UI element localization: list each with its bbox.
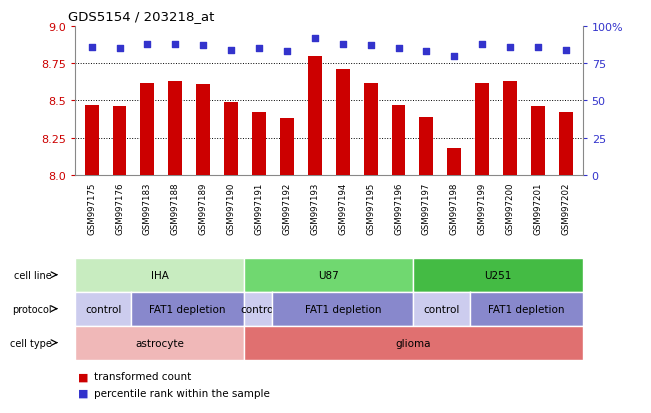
Point (337, 41, 348, 48)
Text: FAT1 depletion: FAT1 depletion (488, 304, 564, 314)
Text: GSM997183: GSM997183 (143, 182, 152, 235)
Point (226, 47, 236, 54)
Text: GSM997200: GSM997200 (506, 182, 514, 235)
Bar (419, 118, 434, 176)
Point (87, 44, 97, 51)
Text: percentile rank within the sample: percentile rank within the sample (94, 388, 270, 398)
Bar (280, 119, 294, 176)
Text: GSM997201: GSM997201 (534, 182, 542, 235)
Text: ■: ■ (78, 388, 89, 398)
Text: astrocyte: astrocyte (135, 338, 184, 348)
Text: GSM997198: GSM997198 (450, 182, 459, 235)
Text: control: control (85, 304, 121, 314)
Text: GSM997193: GSM997193 (311, 182, 319, 235)
Text: glioma: glioma (396, 338, 431, 348)
Point (282, 49, 292, 55)
Text: cell line: cell line (14, 270, 51, 280)
Text: GSM997188: GSM997188 (171, 182, 180, 235)
Point (393, 46, 404, 52)
Text: U251: U251 (484, 270, 512, 280)
Text: protocol: protocol (12, 304, 51, 314)
Point (421, 49, 432, 55)
Bar (447, 149, 462, 176)
Text: GSM997195: GSM997195 (366, 182, 375, 235)
Bar (559, 113, 573, 176)
Text: GSM997194: GSM997194 (339, 182, 347, 235)
Point (561, 47, 571, 54)
Point (365, 43, 376, 50)
Text: GSM997202: GSM997202 (561, 182, 570, 235)
Text: cell type: cell type (10, 338, 51, 348)
Point (505, 44, 516, 51)
Point (115, 46, 125, 52)
Bar (141, 83, 154, 176)
Point (198, 43, 208, 50)
Bar (308, 57, 322, 176)
Text: GSM997197: GSM997197 (422, 182, 431, 235)
Text: ■: ■ (78, 371, 89, 381)
Bar (113, 107, 126, 176)
Text: FAT1 depletion: FAT1 depletion (150, 304, 226, 314)
Point (170, 41, 180, 48)
Bar (169, 82, 182, 176)
Text: GSM997199: GSM997199 (478, 182, 487, 234)
Point (449, 53, 460, 60)
Bar (85, 106, 98, 176)
Bar (224, 103, 238, 176)
Text: GSM997189: GSM997189 (199, 182, 208, 235)
Text: control: control (240, 304, 277, 314)
Point (142, 41, 152, 48)
Bar (252, 113, 266, 176)
Bar (391, 106, 406, 176)
Point (533, 44, 543, 51)
Point (254, 46, 264, 52)
Point (310, 36, 320, 42)
Bar (336, 70, 350, 176)
Bar (364, 83, 378, 176)
Text: GDS5154 / 203218_at: GDS5154 / 203218_at (68, 10, 215, 23)
Text: GSM997192: GSM997192 (283, 182, 292, 235)
Text: control: control (423, 304, 460, 314)
Text: transformed count: transformed count (94, 371, 191, 381)
Text: GSM997196: GSM997196 (394, 182, 403, 235)
Bar (503, 82, 517, 176)
Bar (531, 107, 545, 176)
Text: IHA: IHA (150, 270, 169, 280)
Text: FAT1 depletion: FAT1 depletion (305, 304, 381, 314)
Text: GSM997175: GSM997175 (87, 182, 96, 235)
Text: GSM997191: GSM997191 (255, 182, 264, 235)
Bar (196, 85, 210, 176)
Text: GSM997190: GSM997190 (227, 182, 236, 235)
Text: GSM997176: GSM997176 (115, 182, 124, 235)
Text: U87: U87 (318, 270, 339, 280)
Bar (475, 83, 489, 176)
Point (477, 41, 488, 48)
